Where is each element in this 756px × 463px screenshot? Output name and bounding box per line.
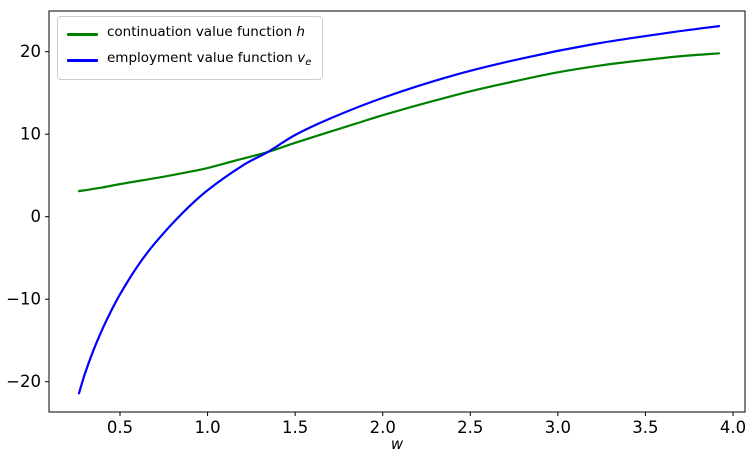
legend-label-ve-sub: e <box>305 57 312 68</box>
x-tick-label: 2.0 <box>370 418 396 437</box>
legend-label-h-text: continuation value function <box>107 24 297 40</box>
x-axis-label: w <box>390 435 404 453</box>
legend-label-ve-text: employment value function <box>107 50 298 66</box>
x-tick-label: 0.5 <box>107 418 133 437</box>
plot-frame <box>48 10 746 413</box>
x-tick-label: 1.5 <box>282 418 308 437</box>
y-tick-label: 20 <box>20 42 41 61</box>
y-axis-ticks: −20 −10 0 10 20 <box>6 42 49 391</box>
x-tick-label: 3.5 <box>632 418 658 437</box>
y-tick-label: 0 <box>31 207 42 226</box>
legend-item-h: continuation value function h <box>67 24 311 45</box>
x-tick-label: 1.0 <box>194 418 220 437</box>
legend-label-h-math: h <box>296 24 305 40</box>
y-tick-label: −10 <box>6 290 41 309</box>
x-axis-ticks: 0.5 1.0 1.5 2.0 2.5 3.0 3.5 4.0 <box>107 412 746 437</box>
series-line-ve <box>77 25 721 395</box>
legend-item-ve: employment value function ve <box>67 50 311 71</box>
y-tick-label: −20 <box>6 372 41 391</box>
y-tick-label: 10 <box>20 125 41 144</box>
legend: continuation value function h employment… <box>57 16 324 80</box>
legend-label-h: continuation value function h <box>107 22 305 47</box>
x-tick-label: 2.5 <box>457 418 483 437</box>
legend-label-ve: employment value function ve <box>107 48 311 73</box>
legend-swatch-ve <box>67 59 98 62</box>
series-line-h <box>77 52 721 193</box>
x-tick-label: 4.0 <box>720 418 746 437</box>
legend-label-ve-math: v <box>297 50 306 66</box>
x-tick-label: 3.0 <box>545 418 571 437</box>
legend-swatch-h <box>67 33 98 36</box>
